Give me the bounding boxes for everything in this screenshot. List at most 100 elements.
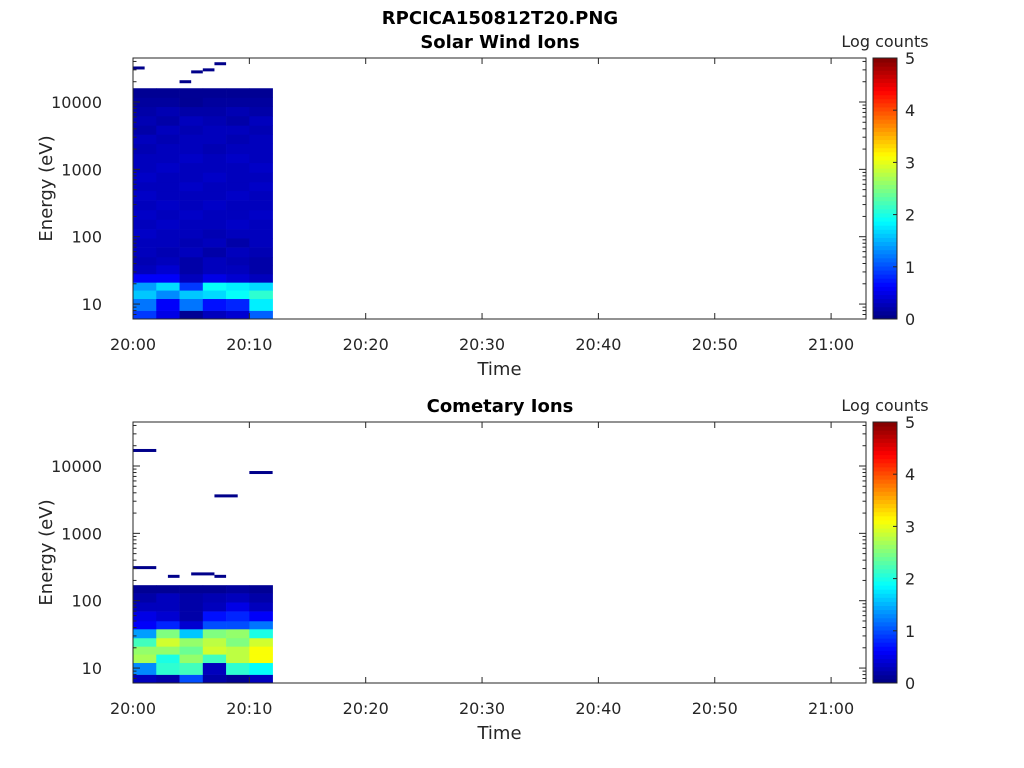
heatmap-cell — [156, 593, 180, 603]
heatmap-cell — [179, 143, 204, 155]
colorbar-tick-label: 0 — [905, 674, 915, 693]
heatmap-cell — [179, 256, 204, 266]
colorbar-swatch — [873, 294, 897, 300]
x-tick-label: 20:40 — [575, 699, 621, 718]
colorbar-swatch — [873, 159, 897, 165]
heatmap-cell — [202, 282, 227, 291]
colorbar-swatch — [873, 106, 897, 112]
heatmap-cell — [156, 310, 180, 320]
colorbar-swatch — [873, 519, 897, 525]
colorbar-swatch — [873, 310, 897, 316]
heatmap-cell — [249, 172, 273, 183]
colorbar-swatch — [873, 74, 897, 79]
heatmap-cell — [156, 106, 180, 117]
heatmap-cell — [156, 153, 180, 164]
heatmap-segment — [167, 574, 180, 578]
heatmap-cell — [249, 143, 273, 155]
heatmap-cell — [226, 200, 250, 211]
colorbar-tick-label: 3 — [905, 153, 915, 172]
colorbar-swatch — [873, 422, 897, 427]
heatmap-cell — [179, 290, 204, 300]
colorbar-swatch — [873, 442, 897, 447]
colorbar-swatch — [873, 454, 897, 460]
heatmap-cell — [133, 162, 157, 173]
colorbar-swatch — [873, 233, 897, 238]
heatmap-cell — [133, 674, 157, 684]
heatmap-cell — [249, 162, 273, 173]
colorbar-swatch — [873, 593, 897, 598]
heatmap-cell — [226, 611, 250, 622]
heatmap-cell — [226, 190, 250, 201]
heatmap-cell — [133, 273, 157, 283]
colorbar-swatch — [873, 286, 897, 291]
x-tick-label: 20:00 — [110, 335, 156, 354]
heatmap-cell — [156, 611, 180, 622]
colorbar-swatch — [873, 200, 897, 206]
colorbar-swatch — [873, 253, 897, 259]
heatmap-cell — [226, 209, 250, 220]
heatmap-segment — [214, 62, 227, 66]
heatmap-cell — [156, 247, 180, 258]
heatmap-cell — [156, 125, 180, 135]
x-tick-label: 20:50 — [692, 335, 738, 354]
colorbar-swatch — [873, 249, 897, 255]
colorbar-swatch — [873, 678, 897, 684]
colorbar-swatch — [873, 642, 897, 647]
colorbar-swatch — [873, 70, 897, 75]
heatmap-cell — [156, 602, 180, 612]
heatmap-cell — [156, 115, 180, 126]
colorbar-swatch — [873, 306, 897, 312]
colorbar-swatch — [873, 634, 897, 639]
colorbar-swatch — [873, 127, 897, 132]
colorbar-swatch — [873, 426, 897, 431]
heatmap-cell — [249, 181, 273, 192]
heatmap-cell — [133, 229, 157, 239]
colorbar-tick-label: 5 — [905, 49, 915, 68]
heatmap-cell — [133, 143, 157, 155]
colorbar-swatch — [873, 662, 897, 668]
heatmap-cell — [156, 265, 180, 275]
heatmap-cell — [179, 585, 204, 594]
colorbar-swatch — [873, 302, 897, 308]
heatmap-cell — [249, 209, 273, 220]
heatmap-cell — [202, 593, 227, 603]
colorbar-swatch — [873, 229, 897, 234]
heatmap-segment — [214, 494, 238, 498]
heatmap-cell — [133, 593, 157, 603]
colorbar-tick-label: 2 — [905, 570, 915, 589]
colorbar-swatch — [873, 147, 897, 153]
heatmap-cell — [133, 172, 157, 183]
heatmap-cell — [156, 620, 180, 630]
x-tick-label: 21:00 — [808, 699, 854, 718]
heatmap-cell — [202, 620, 227, 630]
heatmap-cell — [226, 620, 250, 630]
heatmap-cell — [202, 238, 227, 248]
heatmap-cell — [249, 662, 273, 675]
colorbar-swatch — [873, 430, 897, 435]
colorbar-swatch — [873, 282, 897, 287]
heatmap-cell — [249, 125, 273, 135]
heatmap-cell — [249, 115, 273, 126]
colorbar-swatch — [873, 58, 897, 63]
colorbar-swatch — [873, 62, 897, 67]
heatmap-cell — [202, 153, 227, 164]
colorbar-swatch — [873, 458, 897, 464]
heatmap-cell — [133, 153, 157, 164]
x-tick-label: 20:20 — [343, 335, 389, 354]
heatmap-cell — [179, 219, 204, 230]
heatmap-cell — [226, 646, 250, 655]
colorbar-swatch — [873, 298, 897, 304]
colorbar-swatch — [873, 532, 897, 537]
heatmap-cell — [156, 290, 180, 300]
heatmap-cell — [202, 143, 227, 155]
colorbar-swatch — [873, 601, 897, 607]
heatmap-cell — [133, 219, 157, 230]
colorbar-tick-label: 5 — [905, 413, 915, 432]
heatmap-cell — [202, 273, 227, 283]
heatmap-cell — [202, 662, 227, 675]
heatmap-cell — [156, 229, 180, 239]
heatmap-cell — [133, 282, 157, 291]
